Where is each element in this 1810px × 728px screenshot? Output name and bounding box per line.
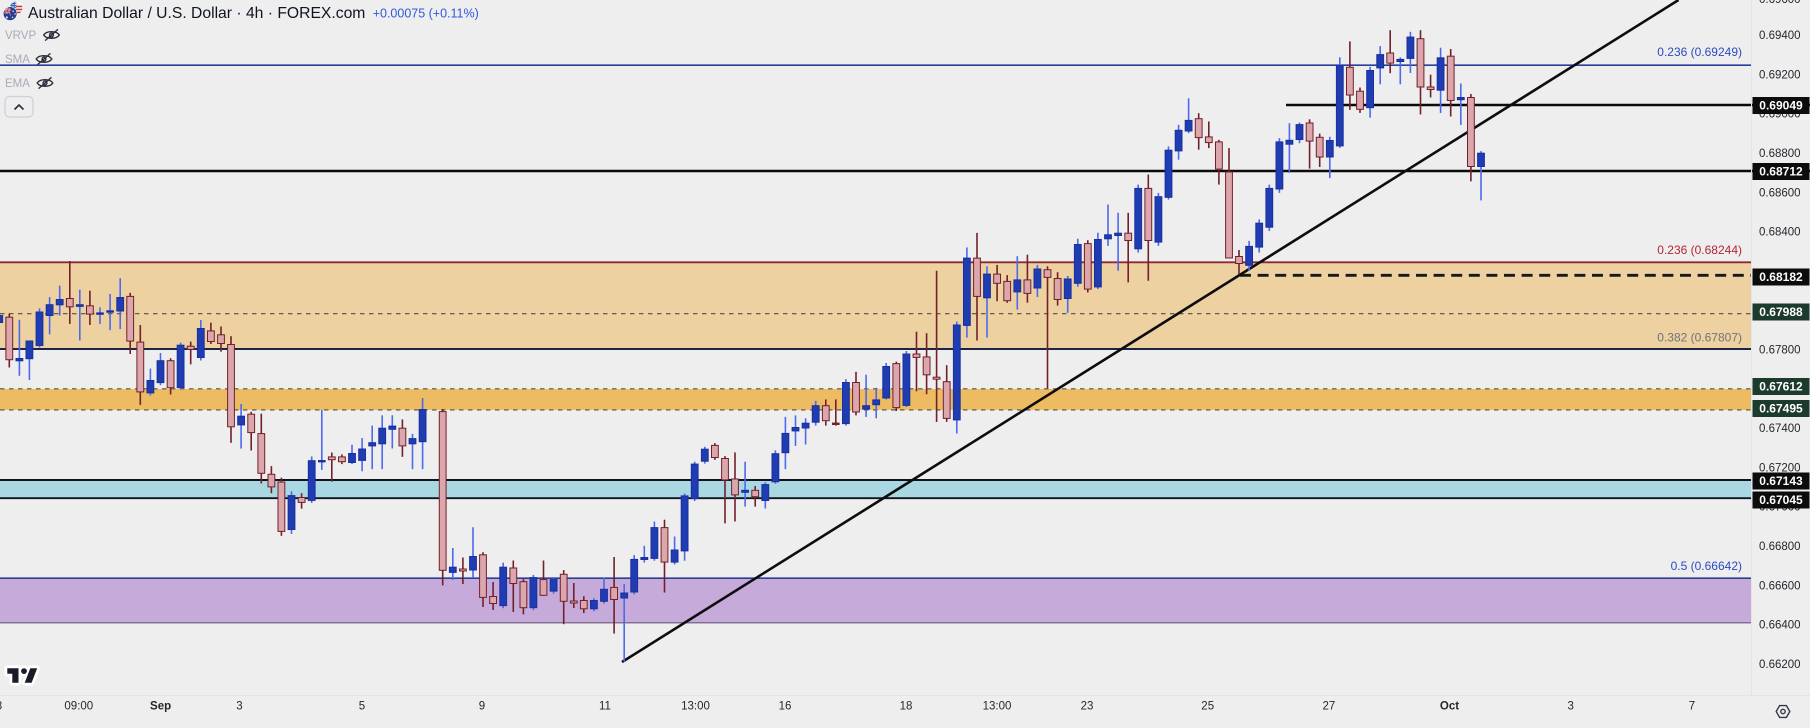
svg-text:3: 3	[236, 701, 242, 713]
svg-text:27: 27	[1323, 701, 1336, 713]
svg-text:VRVP: VRVP	[5, 30, 36, 42]
svg-text:0.67400: 0.67400	[1759, 423, 1801, 435]
svg-text:3: 3	[1567, 701, 1573, 713]
svg-text:EMA: EMA	[5, 78, 30, 90]
svg-text:0.69049: 0.69049	[1759, 99, 1803, 113]
svg-text:Sep: Sep	[150, 701, 171, 713]
svg-text:0.67045: 0.67045	[1759, 493, 1803, 507]
svg-text:13:00: 13:00	[983, 701, 1012, 713]
svg-text:13:00: 13:00	[681, 701, 710, 713]
svg-text:0.68182: 0.68182	[1759, 270, 1803, 284]
svg-text:0.66200: 0.66200	[1759, 659, 1801, 671]
svg-text:8: 8	[0, 701, 2, 713]
svg-text:5: 5	[359, 701, 365, 713]
svg-text:25: 25	[1201, 701, 1214, 713]
svg-text:0.382 (0.67807): 0.382 (0.67807)	[1657, 331, 1742, 345]
svg-text:11: 11	[599, 701, 611, 713]
svg-text:0.68712: 0.68712	[1759, 165, 1803, 179]
svg-text:0.67200: 0.67200	[1759, 462, 1801, 474]
svg-text:0.236 (0.69249): 0.236 (0.69249)	[1657, 45, 1742, 59]
svg-text:Australian Dollar / U.S. Dolla: Australian Dollar / U.S. Dollar · 4h · F…	[28, 5, 365, 22]
svg-text:0.68800: 0.68800	[1759, 148, 1801, 160]
svg-text:9: 9	[479, 701, 485, 713]
svg-text:0.67800: 0.67800	[1759, 345, 1801, 357]
svg-text:0.67143: 0.67143	[1759, 474, 1803, 488]
svg-text:0.68600: 0.68600	[1759, 187, 1801, 199]
svg-text:0.69400: 0.69400	[1759, 30, 1801, 42]
svg-text:0.67495: 0.67495	[1759, 402, 1803, 416]
svg-text:0.68400: 0.68400	[1759, 227, 1801, 239]
svg-text:23: 23	[1081, 701, 1094, 713]
svg-text:18: 18	[900, 701, 913, 713]
svg-text:09:00: 09:00	[64, 701, 93, 713]
svg-text:0.5 (0.66642): 0.5 (0.66642)	[1671, 559, 1742, 573]
svg-text:0.236 (0.68244): 0.236 (0.68244)	[1657, 243, 1742, 257]
svg-text:0.66600: 0.66600	[1759, 580, 1801, 592]
svg-text:16: 16	[779, 701, 792, 713]
svg-text:0.67612: 0.67612	[1759, 380, 1803, 394]
svg-text:Oct: Oct	[1440, 701, 1459, 713]
svg-text:+0.00075 (+0.11%): +0.00075 (+0.11%)	[373, 6, 479, 20]
svg-text:0.66400: 0.66400	[1759, 620, 1801, 632]
svg-text:0.67988: 0.67988	[1759, 305, 1803, 319]
svg-text:7: 7	[1689, 701, 1695, 713]
svg-text:0.69200: 0.69200	[1759, 69, 1801, 81]
svg-text:SMA: SMA	[5, 54, 30, 66]
svg-text:0.66800: 0.66800	[1759, 541, 1801, 553]
svg-text:0.69600: 0.69600	[1759, 0, 1801, 6]
